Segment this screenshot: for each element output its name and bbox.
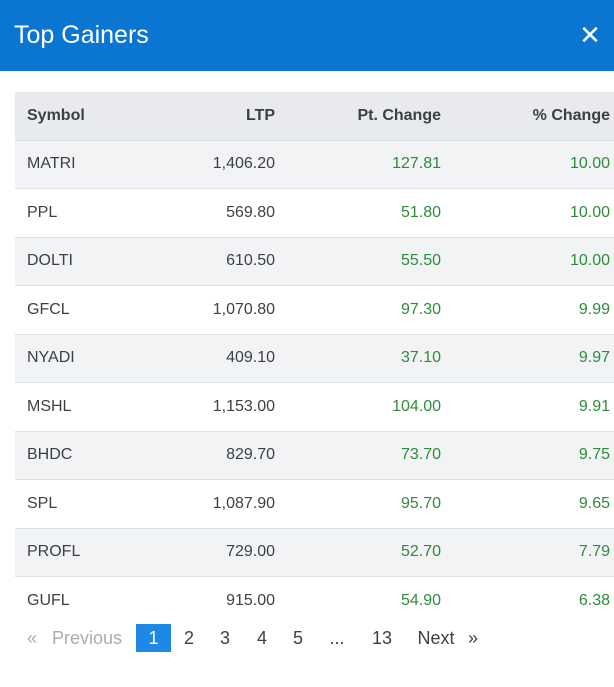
table-row: MSHL 1,153.00 104.00 9.91: [15, 382, 614, 432]
pt-change-cell: 55.50: [287, 237, 453, 286]
symbol-cell[interactable]: DOLTI: [15, 237, 151, 286]
symbol-cell[interactable]: GUFL: [27, 592, 70, 609]
pt-change-cell: 51.80: [287, 188, 453, 238]
pct-change-cell: 9.97: [453, 334, 614, 383]
page-3-button[interactable]: 3: [219, 628, 230, 648]
pct-change-cell: 10.00: [453, 237, 614, 286]
table-header-row: Symbol LTP Pt. Change % Change: [15, 92, 614, 141]
pct-change-cell: 9.65: [453, 479, 614, 529]
pt-change-cell: 52.70: [287, 528, 453, 577]
close-icon[interactable]: ✕: [579, 20, 601, 50]
table-row: GUFL 915.00 54.90 6.38: [15, 577, 614, 626]
gainers-table: Symbol LTP Pt. Change % Change MATRI 1,4…: [15, 92, 614, 625]
symbol-cell[interactable]: PROFL: [15, 528, 151, 577]
pct-change-cell: 10.00: [453, 140, 614, 189]
ltp-cell: 1,153.00: [151, 382, 287, 432]
modal-title: Top Gainers: [14, 21, 149, 49]
next-button[interactable]: Next: [417, 628, 455, 648]
header-pct-change[interactable]: % Change: [453, 92, 614, 141]
ltp-cell: 915.00: [226, 592, 275, 609]
pct-change-cell: 9.91: [453, 382, 614, 432]
pagination-ellipsis: ...: [329, 628, 345, 648]
pt-change-cell: 104.00: [287, 382, 453, 432]
symbol-cell[interactable]: SPL: [15, 479, 151, 529]
page-4-button[interactable]: 4: [256, 628, 267, 648]
table-row: SPL 1,087.90 95.70 9.65: [15, 479, 614, 529]
pt-change-cell: 97.30: [287, 285, 453, 335]
ltp-cell: 729.00: [151, 528, 287, 577]
last-page-arrow[interactable]: »: [467, 628, 478, 648]
page-5-button[interactable]: 5: [292, 628, 303, 648]
pt-change-cell: 37.10: [287, 334, 453, 383]
ltp-cell: 610.50: [151, 237, 287, 286]
ltp-cell: 1,087.90: [151, 479, 287, 529]
modal-header: Top Gainers ✕: [0, 0, 614, 71]
table-row: NYADI 409.10 37.10 9.97: [15, 334, 614, 383]
header-ltp[interactable]: LTP: [151, 92, 287, 141]
table-row: DOLTI 610.50 55.50 10.00: [15, 237, 614, 286]
pct-change-cell: 9.75: [453, 431, 614, 480]
table-row: PROFL 729.00 52.70 7.79: [15, 528, 614, 577]
table-row: BHDC 829.70 73.70 9.75: [15, 431, 614, 480]
ltp-cell: 1,406.20: [151, 140, 287, 189]
first-page-arrow: «: [26, 628, 37, 648]
page-2-button[interactable]: 2: [183, 628, 194, 648]
pt-change-cell: 73.70: [287, 431, 453, 480]
ltp-cell: 829.70: [151, 431, 287, 480]
symbol-cell[interactable]: GFCL: [15, 285, 151, 335]
ltp-cell: 409.10: [151, 334, 287, 383]
symbol-cell[interactable]: NYADI: [15, 334, 151, 383]
header-pt-change[interactable]: Pt. Change: [287, 92, 453, 141]
pt-change-cell: 127.81: [287, 140, 453, 189]
previous-button: Previous: [51, 628, 123, 648]
table-row: PPL 569.80 51.80 10.00: [15, 188, 614, 238]
page-1-button[interactable]: 1: [136, 624, 171, 652]
pt-change-cell: 95.70: [287, 479, 453, 529]
symbol-cell[interactable]: MATRI: [15, 140, 151, 189]
pct-change-cell: 7.79: [453, 528, 614, 577]
header-symbol[interactable]: Symbol: [15, 92, 151, 141]
table-row: GFCL 1,070.80 97.30 9.99: [15, 285, 614, 335]
ltp-cell: 1,070.80: [151, 285, 287, 335]
table-row: MATRI 1,406.20 127.81 10.00: [15, 140, 614, 189]
pct-change-cell: 6.38: [578, 592, 610, 609]
page-13-button[interactable]: 13: [371, 628, 393, 648]
ltp-cell: 569.80: [151, 188, 287, 238]
symbol-cell[interactable]: MSHL: [15, 382, 151, 432]
pt-change-cell: 54.90: [400, 592, 441, 609]
pct-change-cell: 10.00: [453, 188, 614, 238]
pct-change-cell: 9.99: [453, 285, 614, 335]
symbol-cell[interactable]: BHDC: [15, 431, 151, 480]
symbol-cell[interactable]: PPL: [15, 188, 151, 238]
